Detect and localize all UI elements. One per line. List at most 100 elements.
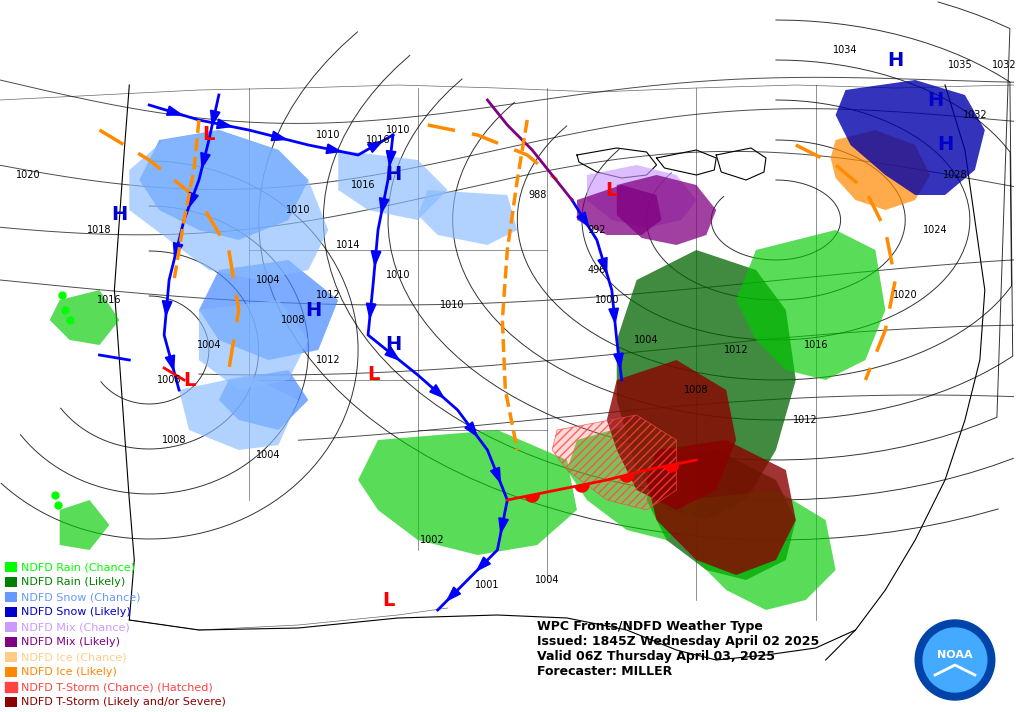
Text: 1010: 1010: [440, 300, 465, 310]
Text: 1004: 1004: [535, 575, 559, 585]
Text: L: L: [203, 125, 215, 145]
Polygon shape: [165, 355, 174, 370]
Text: 1010: 1010: [286, 205, 311, 215]
Polygon shape: [587, 165, 696, 228]
Text: 1016: 1016: [803, 340, 828, 350]
Polygon shape: [199, 260, 338, 360]
Polygon shape: [368, 141, 382, 152]
Bar: [5, 607, 17, 617]
Text: H: H: [385, 335, 401, 355]
Text: 1008: 1008: [162, 435, 186, 445]
Text: 1032: 1032: [963, 110, 987, 120]
Polygon shape: [499, 518, 508, 533]
Bar: [5, 667, 17, 677]
Text: 1014: 1014: [336, 240, 361, 250]
Polygon shape: [836, 80, 984, 195]
Text: 1004: 1004: [257, 450, 281, 460]
Polygon shape: [677, 490, 836, 610]
Text: 1012: 1012: [723, 345, 748, 355]
Polygon shape: [129, 130, 328, 280]
Polygon shape: [598, 258, 607, 273]
Text: NDFD Ice (Chance): NDFD Ice (Chance): [21, 652, 126, 662]
Polygon shape: [477, 557, 490, 570]
Text: 1016: 1016: [97, 295, 121, 305]
Text: 1016: 1016: [366, 135, 390, 145]
Circle shape: [923, 628, 986, 692]
Text: L: L: [605, 181, 618, 199]
Circle shape: [915, 620, 995, 700]
Text: 1001: 1001: [475, 580, 499, 590]
Text: 1010: 1010: [385, 270, 411, 280]
Polygon shape: [386, 151, 396, 165]
Text: 1020: 1020: [15, 170, 40, 180]
Polygon shape: [167, 106, 181, 115]
Text: NDFD Snow (Chance): NDFD Snow (Chance): [21, 592, 141, 602]
Polygon shape: [371, 251, 381, 266]
Text: 1004: 1004: [635, 335, 659, 345]
Text: 1010: 1010: [385, 125, 411, 135]
Polygon shape: [418, 190, 518, 245]
Text: NOAA: NOAA: [937, 650, 973, 660]
Polygon shape: [490, 467, 500, 483]
Polygon shape: [189, 192, 198, 207]
Text: H: H: [111, 206, 127, 224]
Text: H: H: [888, 51, 904, 70]
Polygon shape: [577, 185, 661, 235]
Text: 1020: 1020: [893, 290, 917, 300]
Text: 1004: 1004: [257, 275, 281, 285]
Polygon shape: [140, 130, 309, 240]
Text: 1002: 1002: [421, 535, 445, 545]
Wedge shape: [526, 493, 539, 502]
Polygon shape: [465, 422, 477, 436]
Polygon shape: [326, 144, 341, 154]
Polygon shape: [367, 303, 376, 318]
Bar: [5, 592, 17, 602]
Polygon shape: [50, 290, 119, 345]
Text: H: H: [385, 165, 401, 184]
Bar: [5, 577, 17, 587]
Bar: [5, 637, 17, 647]
Text: 1028: 1028: [943, 170, 967, 180]
Text: 1034: 1034: [834, 45, 858, 55]
Text: 1024: 1024: [923, 225, 948, 235]
Polygon shape: [173, 243, 182, 258]
Text: NDFD T-Storm (Likely and/or Severe): NDFD T-Storm (Likely and/or Severe): [21, 697, 226, 707]
Polygon shape: [379, 198, 389, 213]
Polygon shape: [201, 152, 210, 168]
Bar: [5, 697, 17, 707]
Polygon shape: [647, 450, 796, 580]
Polygon shape: [552, 415, 677, 510]
Polygon shape: [219, 370, 309, 430]
Polygon shape: [162, 300, 172, 315]
Bar: [5, 622, 17, 632]
Text: 1018: 1018: [88, 225, 112, 235]
Polygon shape: [271, 131, 286, 140]
Text: 1012: 1012: [316, 355, 340, 365]
Polygon shape: [616, 250, 796, 520]
Polygon shape: [577, 212, 589, 227]
Text: NDFD Ice (Likely): NDFD Ice (Likely): [21, 667, 117, 677]
Text: L: L: [367, 365, 379, 384]
Text: 1032: 1032: [993, 60, 1017, 70]
Polygon shape: [60, 500, 109, 550]
Text: 1012: 1012: [316, 290, 340, 300]
Text: H: H: [306, 300, 321, 320]
Text: 992: 992: [588, 225, 606, 235]
Text: NDFD T-Storm (Chance) (Hatched): NDFD T-Storm (Chance) (Hatched): [21, 682, 213, 692]
Wedge shape: [575, 483, 589, 492]
Text: NDFD Rain (Likely): NDFD Rain (Likely): [21, 577, 125, 587]
Text: 1016: 1016: [351, 180, 375, 190]
Text: WPC Fronts/NDFD Weather Type
Issued: 1845Z Wednesday April 02 2025
Valid 06Z Thu: WPC Fronts/NDFD Weather Type Issued: 184…: [537, 620, 819, 678]
Polygon shape: [358, 430, 577, 555]
Text: 1010: 1010: [316, 130, 340, 140]
Polygon shape: [613, 353, 624, 368]
Bar: [5, 652, 17, 662]
Polygon shape: [385, 347, 399, 360]
Text: 1012: 1012: [794, 415, 818, 425]
Polygon shape: [338, 150, 447, 220]
Wedge shape: [664, 464, 679, 472]
Polygon shape: [199, 300, 309, 390]
Polygon shape: [606, 360, 736, 510]
Text: NDFD Rain (Chance): NDFD Rain (Chance): [21, 562, 135, 572]
Text: 1008: 1008: [684, 385, 708, 395]
